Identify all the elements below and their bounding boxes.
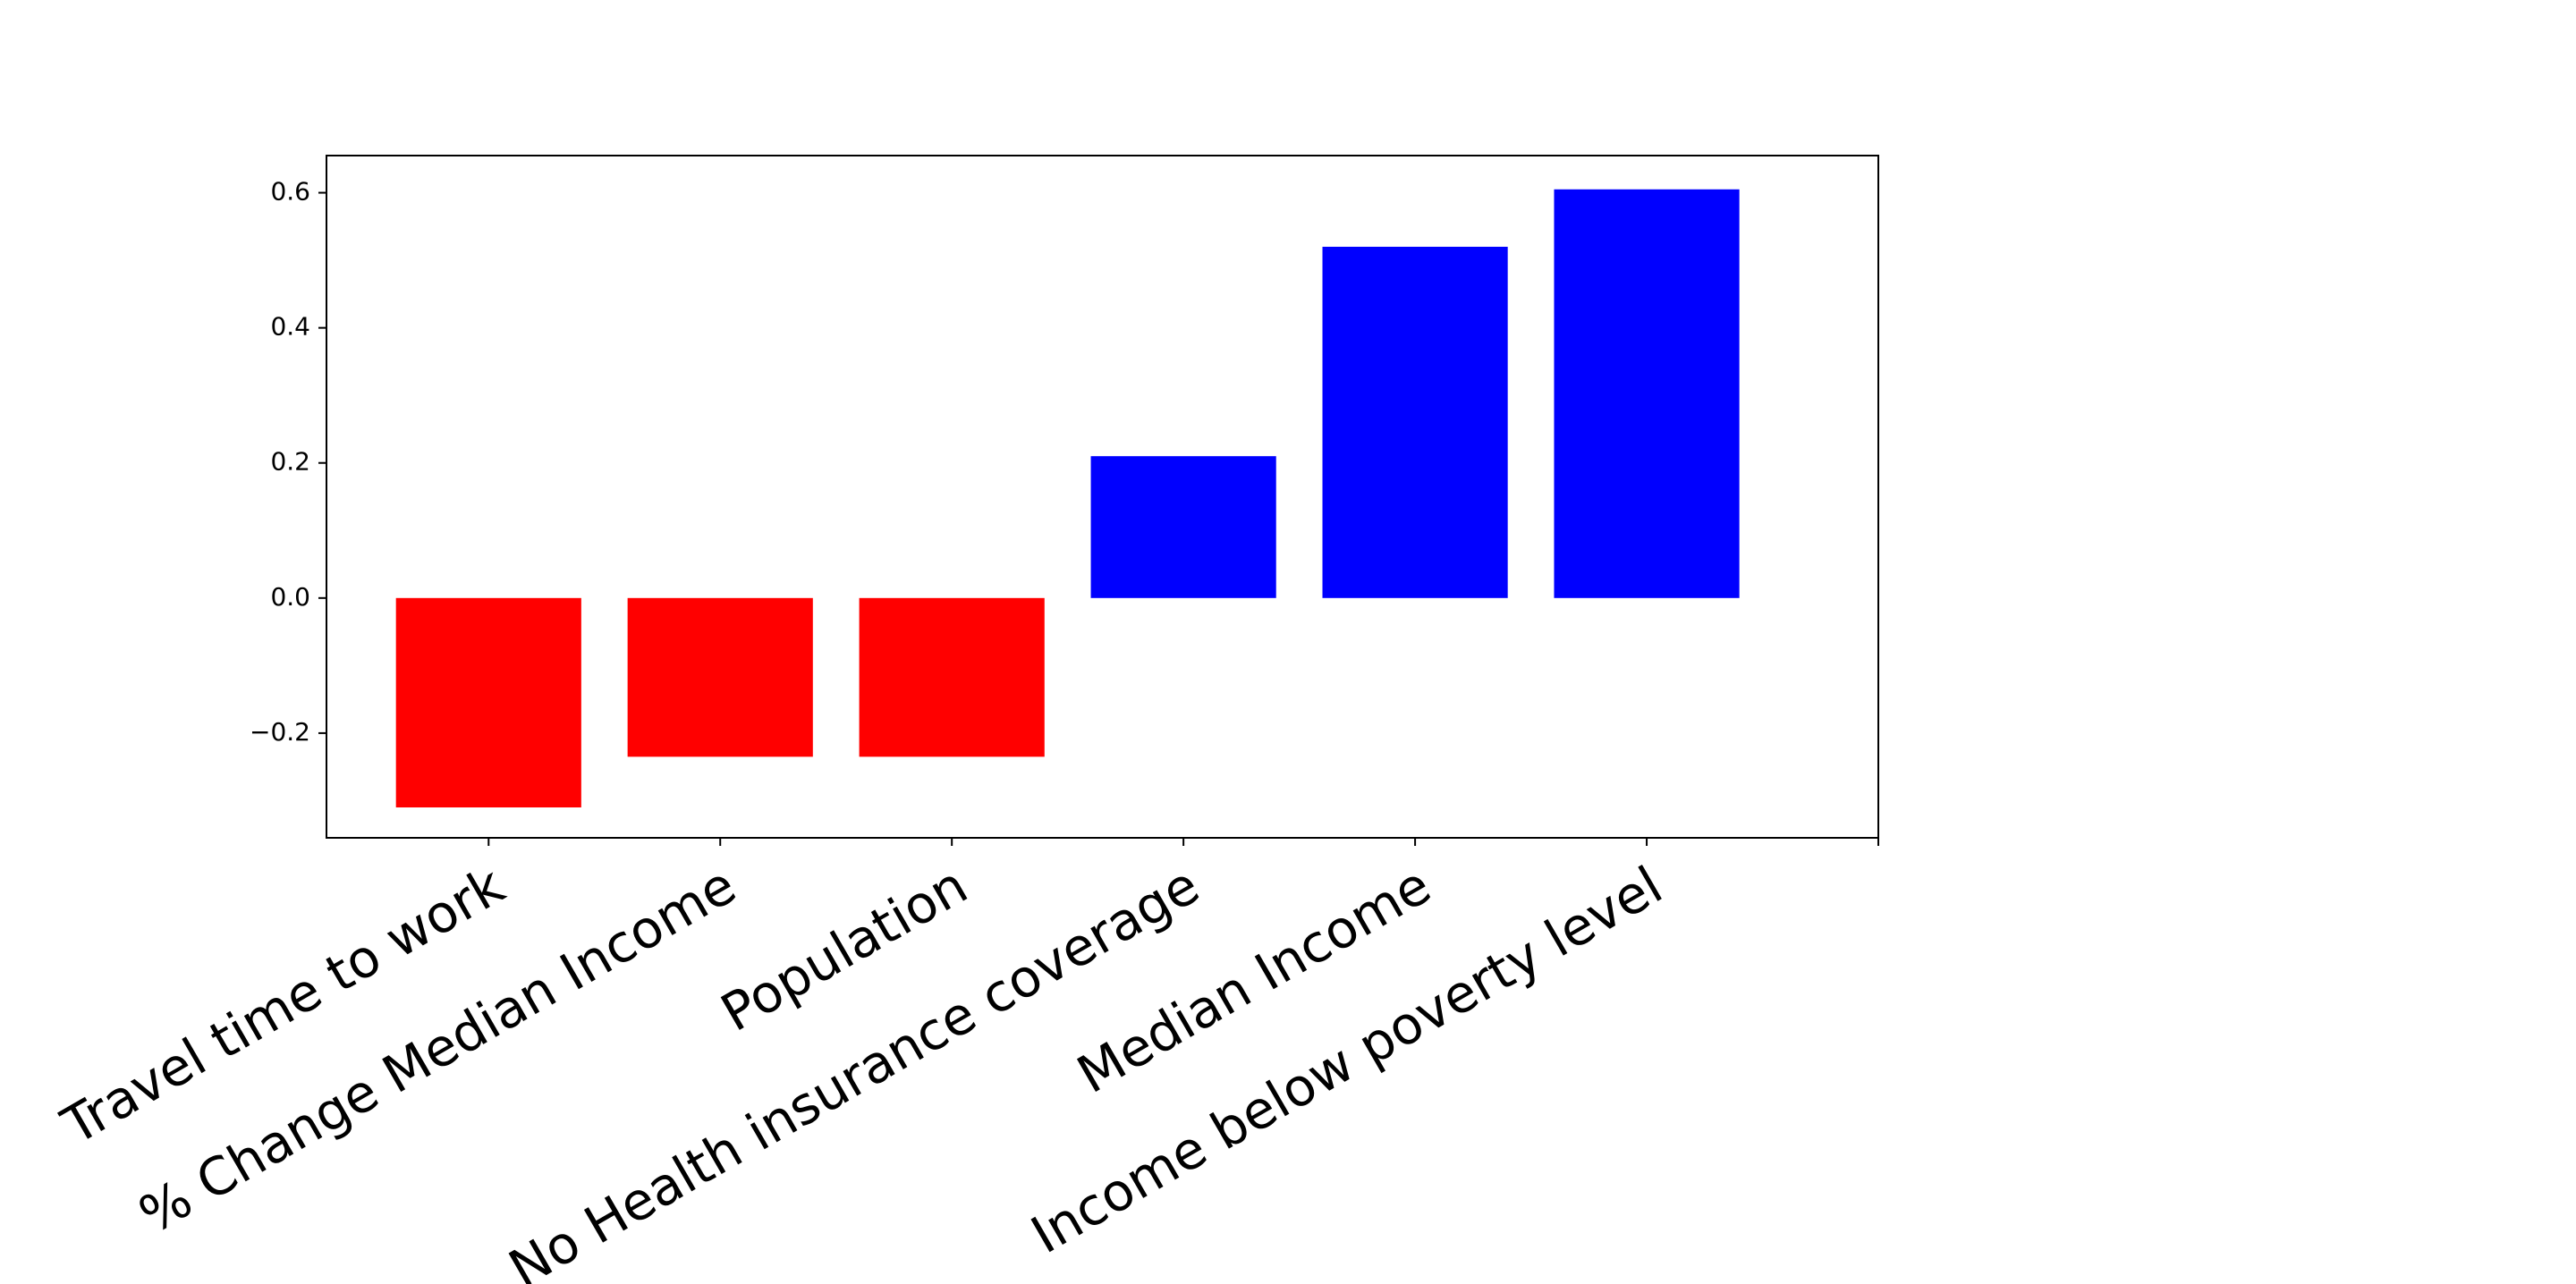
plot-frame (326, 155, 1879, 839)
bar-1 (627, 597, 813, 757)
y-tick-label: 0.2 (270, 447, 310, 477)
y-tick-label: 0.6 (270, 177, 310, 207)
bar-0 (395, 597, 581, 808)
y-tick-label: −0.2 (250, 717, 310, 747)
bar-3 (1090, 456, 1276, 598)
y-tick-label: 0.4 (270, 312, 310, 342)
bar-2 (859, 597, 1045, 757)
bar-5 (1554, 189, 1740, 598)
bar-4 (1322, 246, 1508, 598)
y-axis: −0.2 0.0 0.2 0.4 0.6 (250, 177, 326, 747)
y-tick-label: 0.0 (270, 582, 310, 612)
bars-group (395, 189, 1740, 808)
